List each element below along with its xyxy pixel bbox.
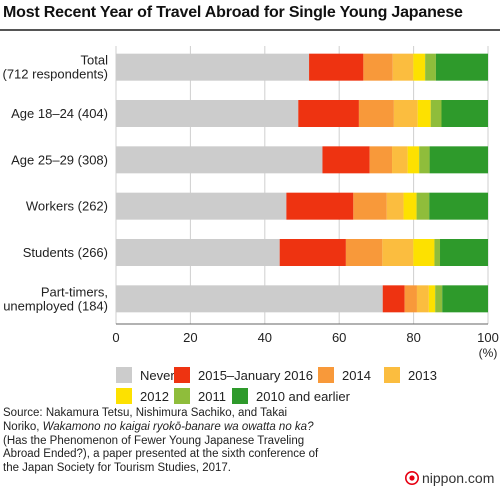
legend-swatch	[116, 367, 132, 383]
legend-item: 2012	[116, 388, 169, 404]
bar-segment	[419, 146, 430, 174]
bar-segment	[407, 146, 420, 174]
bar-segment	[413, 239, 435, 266]
bar-segment	[298, 100, 359, 127]
source-line-1: Source: Nakamura Tetsu, Nishimura Sachik…	[3, 407, 288, 419]
legend-swatch	[174, 388, 190, 404]
category-label: Age 25–29 (308)	[11, 152, 108, 167]
source-note: Source: Nakamura Tetsu, Nishimura Sachik…	[3, 407, 483, 476]
bar-segment	[430, 100, 442, 127]
x-tick-label: 40	[258, 330, 272, 345]
bar-segment	[353, 192, 387, 220]
bar-segment	[417, 100, 431, 127]
bar-segment	[441, 100, 488, 127]
legend-item: Never	[116, 367, 175, 383]
category-label: (712 respondents)	[2, 67, 108, 82]
x-tick-label: 20	[183, 330, 197, 345]
bar-segment	[322, 146, 370, 174]
bar-segment	[403, 192, 417, 220]
bar-segment	[116, 239, 280, 266]
source-line-2: Noriko, Wakamono no kaigai ryokō-banare …	[3, 421, 483, 435]
title-divider	[0, 29, 500, 31]
legend-swatch	[384, 367, 400, 383]
bar-segment	[429, 192, 488, 220]
nippon-logo: nippon.com	[405, 470, 494, 486]
bar-segment	[382, 239, 414, 266]
x-tick-label: 80	[406, 330, 420, 345]
x-tick-label: 60	[332, 330, 346, 345]
legend-label: 2012	[140, 388, 169, 404]
legend-item: 2014	[318, 367, 371, 383]
bar-segment	[392, 53, 414, 81]
x-tick-label: 0	[112, 330, 119, 345]
bar-segment	[416, 285, 429, 313]
bar-segment	[404, 285, 417, 313]
bar-segment	[442, 285, 488, 313]
legend-label: 2010 and earlier	[256, 388, 350, 404]
bar-segment	[416, 192, 430, 220]
legend-item: 2011	[174, 388, 226, 404]
nippon-logo-text: nippon.com	[422, 470, 495, 486]
legend-label: 2015–January 2016	[198, 367, 313, 383]
bar-segment	[386, 192, 404, 220]
bar-segment	[116, 100, 299, 127]
bar-segment	[425, 53, 436, 81]
source-line-3: (Has the Phenomenon of Fewer Young Japan…	[3, 434, 305, 447]
bar-segment	[392, 146, 408, 174]
bar-segment	[358, 100, 394, 127]
legend-swatch	[174, 367, 190, 383]
legend-swatch	[232, 388, 248, 404]
bar-segment	[435, 285, 443, 313]
legend-item: 2015–January 2016	[174, 367, 313, 383]
bar-segment	[440, 239, 488, 266]
x-axis-unit: (%)	[479, 346, 498, 360]
bar-segment	[435, 53, 488, 81]
bar-segment	[382, 285, 405, 313]
bar-segment	[116, 192, 287, 220]
nippon-logo-icon	[405, 471, 419, 485]
bar-segment	[116, 285, 383, 313]
legend-item: 2013	[384, 367, 437, 383]
source-line-5: the Japan Society for Tourism Studies, 2…	[3, 462, 232, 475]
source-line-2-text: Noriko,	[3, 420, 43, 433]
category-label: Total	[81, 53, 109, 68]
legend-swatch	[116, 388, 132, 404]
bar-segment	[116, 53, 310, 81]
category-label: Age 18–24 (404)	[11, 106, 108, 121]
legend-label: 2011	[198, 388, 226, 404]
category-label: unemployed (184)	[3, 298, 108, 313]
legend-swatch	[318, 367, 334, 383]
category-label: Students (266)	[23, 245, 108, 260]
bar-segment	[428, 285, 436, 313]
bar-segment	[363, 53, 393, 81]
bar-segment	[309, 53, 364, 81]
bar-segment	[116, 146, 323, 174]
bar-segment	[279, 239, 346, 266]
chart-title: Most Recent Year of Travel Abroad for Si…	[3, 4, 463, 21]
bar-segment	[345, 239, 383, 266]
source-paper-title: Wakamono no kaigai ryokō-banare wa owatt…	[42, 420, 314, 433]
legend-label: 2014	[342, 367, 371, 383]
bar-segment	[369, 146, 393, 174]
bar-segment	[393, 100, 418, 127]
category-label: Workers (262)	[26, 199, 108, 214]
source-line-4: Abroad Ended?), a paper presented at the…	[3, 448, 319, 461]
bar-segment	[429, 146, 488, 174]
category-label: Part-timers,	[41, 284, 108, 299]
bar-segment	[413, 53, 426, 81]
legend-item: 2010 and earlier	[232, 388, 350, 404]
legend-label: Never	[140, 367, 175, 383]
x-tick-label: 100	[477, 330, 499, 345]
stacked-bar-chart: Total(712 respondents) Age 18–24 (404) Age…	[2, 46, 499, 360]
legend-label: 2013	[408, 367, 437, 383]
bar-segment	[434, 239, 441, 266]
bar-segment	[286, 192, 354, 220]
